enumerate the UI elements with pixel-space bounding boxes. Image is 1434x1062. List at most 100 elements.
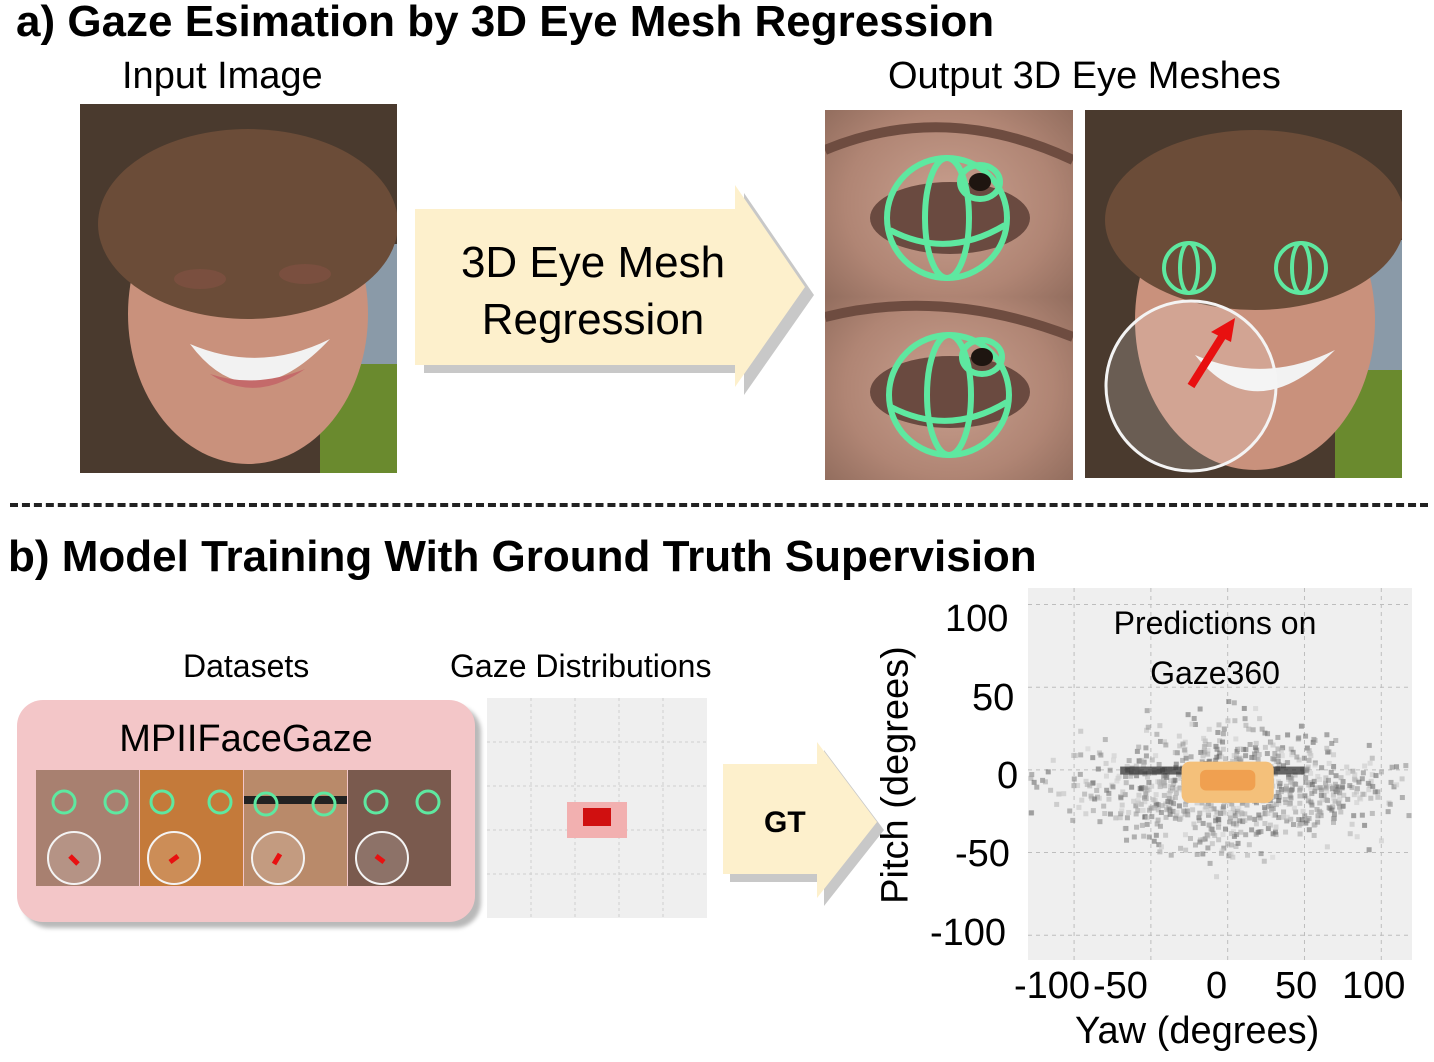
prediction-point <box>1285 732 1291 738</box>
prediction-point <box>1154 731 1160 737</box>
prediction-point <box>1136 792 1142 798</box>
arrow-line1: 3D Eye Mesh <box>460 238 726 287</box>
prediction-point <box>1155 802 1161 808</box>
prediction-point <box>1157 823 1163 829</box>
prediction-point <box>1264 751 1270 757</box>
prediction-point <box>1153 792 1159 798</box>
prediction-point <box>1191 715 1197 721</box>
prediction-point <box>1067 808 1073 814</box>
prediction-point <box>1324 788 1330 794</box>
prediction-point <box>1171 801 1177 807</box>
prediction-point <box>1172 795 1178 801</box>
gt-label: GT <box>764 806 806 839</box>
prediction-point <box>1237 818 1243 824</box>
prediction-point <box>1228 831 1234 837</box>
prediction-point <box>1227 819 1233 825</box>
prediction-point <box>1122 826 1128 832</box>
prediction-point <box>1253 831 1259 837</box>
prediction-point <box>1273 824 1279 830</box>
prediction-point <box>1205 801 1211 807</box>
prediction-point <box>1369 772 1375 778</box>
prediction-point <box>1317 777 1323 783</box>
prediction-point <box>1249 754 1255 760</box>
prediction-point <box>1135 808 1141 814</box>
prediction-point <box>1198 749 1204 755</box>
prediction-point <box>1144 708 1150 714</box>
prediction-point <box>1161 774 1167 780</box>
prediction-point <box>1233 843 1239 849</box>
x-tick-label: 0 <box>1206 965 1228 1007</box>
prediction-point <box>1227 809 1233 815</box>
prediction-point <box>1192 825 1198 831</box>
prediction-point <box>1214 809 1220 815</box>
prediction-point <box>1351 792 1357 798</box>
prediction-point <box>1325 749 1331 755</box>
prediction-point <box>1216 817 1222 823</box>
datasets-label: Datasets <box>183 648 310 684</box>
prediction-point <box>1257 815 1263 821</box>
prediction-point <box>1305 795 1311 801</box>
prediction-point <box>1317 808 1323 814</box>
prediction-point <box>1218 850 1224 856</box>
prediction-point <box>1229 801 1235 807</box>
prediction-point <box>1345 770 1351 776</box>
prediction-point <box>1330 804 1336 810</box>
prediction-point <box>1207 806 1213 812</box>
prediction-point <box>1276 794 1282 800</box>
prediction-point <box>1354 834 1360 840</box>
prediction-point <box>1306 757 1312 763</box>
prediction-point <box>1280 745 1286 751</box>
prediction-point <box>1331 763 1337 769</box>
prediction-point <box>1162 783 1168 789</box>
prediction-point <box>1369 755 1375 761</box>
prediction-point <box>1319 797 1325 803</box>
prediction-point <box>1252 816 1258 822</box>
y-tick-label: -50 <box>955 833 1010 875</box>
prediction-point <box>1338 775 1344 781</box>
prediction-point <box>1292 772 1298 778</box>
prediction-point <box>1101 803 1107 809</box>
prediction-point <box>1219 754 1225 760</box>
prediction-point <box>1308 799 1314 805</box>
prediction-point <box>1196 818 1202 824</box>
prediction-point <box>1150 797 1156 803</box>
prediction-point <box>1278 789 1284 795</box>
prediction-point <box>1314 806 1320 812</box>
prediction-point <box>1246 842 1252 848</box>
prediction-point <box>1201 744 1207 750</box>
prediction-point <box>1375 789 1381 795</box>
prediction-point <box>1230 806 1236 812</box>
prediction-point <box>1313 785 1319 791</box>
prediction-point <box>1353 777 1359 783</box>
ground-truth-core <box>1200 769 1256 791</box>
prediction-point <box>1222 826 1228 832</box>
prediction-point <box>1200 753 1206 759</box>
prediction-point <box>1268 804 1274 810</box>
prediction-point <box>1213 757 1219 763</box>
prediction-point <box>1330 816 1336 822</box>
prediction-point <box>1245 852 1251 858</box>
prediction-point <box>1323 780 1329 786</box>
prediction-point <box>1270 756 1276 762</box>
prediction-point <box>1098 752 1104 758</box>
prediction-point <box>1168 778 1174 784</box>
prediction-point <box>1333 737 1339 743</box>
prediction-point <box>1050 757 1056 763</box>
prediction-point <box>1306 815 1312 821</box>
prediction-point <box>1285 760 1291 766</box>
prediction-point <box>1284 818 1290 824</box>
prediction-point <box>1311 832 1317 838</box>
prediction-point <box>1244 802 1250 808</box>
x-tick-label: -100 <box>1014 965 1091 1007</box>
dataset-name: MPIIFaceGaze <box>119 718 373 760</box>
prediction-point <box>1157 723 1163 729</box>
prediction-point <box>1111 753 1117 759</box>
prediction-point <box>1178 775 1184 781</box>
prediction-point <box>1148 805 1154 811</box>
prediction-point <box>1201 748 1207 754</box>
x-axis-label: Yaw (degrees) <box>1075 1010 1320 1052</box>
prediction-point <box>1298 785 1304 791</box>
prediction-point <box>1157 738 1163 744</box>
prediction-point <box>1334 784 1340 790</box>
prediction-point <box>1327 783 1333 789</box>
